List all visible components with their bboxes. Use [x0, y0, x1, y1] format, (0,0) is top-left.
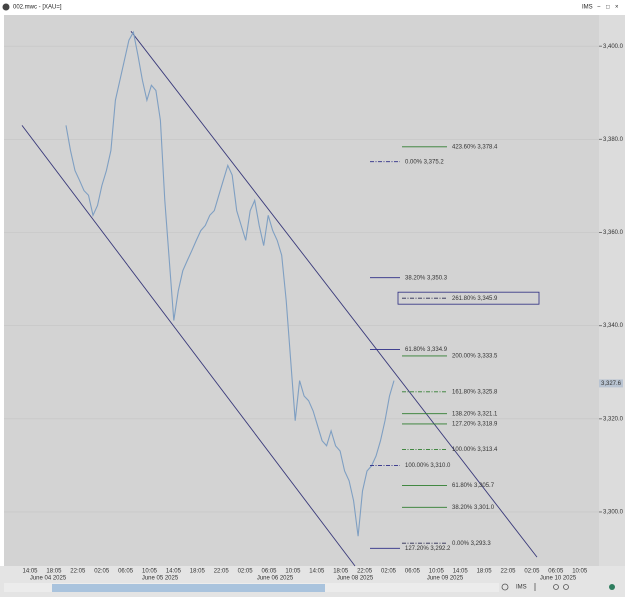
- app-icon: [2, 3, 10, 11]
- x-date-label: June 09 2025: [427, 576, 464, 582]
- x-tick-label: 10:05: [429, 569, 445, 575]
- x-tick-label: 18:05: [477, 569, 493, 575]
- channel-line: [130, 31, 538, 558]
- fib-label: 38.20% 3,350.3: [405, 275, 448, 281]
- x-tick-label: 02:05: [524, 569, 540, 575]
- x-tick-label: 22:05: [214, 569, 230, 575]
- x-tick-label: 18:05: [190, 569, 206, 575]
- fib-label: 61.80% 3,334.9: [405, 347, 448, 353]
- x-date-label: June 05 2025: [142, 576, 179, 582]
- x-tick-label: 22:05: [500, 569, 516, 575]
- fib-box: [397, 291, 540, 305]
- fib-label: 261.80% 3,345.9: [452, 296, 498, 302]
- x-tick-label: 10:05: [572, 569, 588, 575]
- x-tick-label: 14:05: [22, 569, 38, 575]
- fib-label: 127.20% 3,292.2: [405, 546, 451, 552]
- fib-label: 423.60% 3,378.4: [452, 144, 498, 150]
- x-tick-label: 02:05: [238, 569, 254, 575]
- fib-label: 38.20% 3,301.0: [452, 505, 495, 511]
- fib-label: 138.20% 3,321.1: [452, 411, 498, 417]
- x-tick-label: 18:05: [46, 569, 62, 575]
- price-line: [65, 30, 395, 537]
- title-bar: [0, 0, 625, 14]
- x-tick-label: 10:05: [285, 569, 301, 575]
- minimize[interactable]: −: [597, 5, 601, 11]
- current-price-box: [599, 379, 623, 388]
- close[interactable]: ×: [615, 5, 619, 11]
- plot-area: [4, 15, 599, 566]
- color-icon[interactable]: [609, 584, 615, 590]
- fib-label: 0.00% 3,293.3: [452, 541, 491, 547]
- x-tick-label: 22:05: [70, 569, 86, 575]
- x-tick-label: 14:05: [166, 569, 182, 575]
- fib-label: 161.80% 3,325.8: [452, 389, 498, 395]
- x-date-label: June 08 2025: [337, 576, 374, 582]
- y-tick-label: 3,340.0: [603, 323, 624, 329]
- y-tick-label: 3,400.0: [603, 44, 624, 50]
- x-tick-label: 14:05: [453, 569, 469, 575]
- y-axis-area: [599, 15, 625, 566]
- x-date-label: June 06 2025: [257, 576, 294, 582]
- fib-label: 200.00% 3,333.5: [452, 354, 498, 360]
- zoom-out-icon[interactable]: [553, 584, 559, 590]
- fib-label: 61.80% 3,305.7: [452, 483, 495, 489]
- zoom-in-icon[interactable]: [563, 584, 569, 590]
- x-date-label: June 04 2025: [30, 576, 67, 582]
- window-title: 002.mwc - [XAU=]: [13, 5, 62, 11]
- x-tick-label: 22:05: [357, 569, 373, 575]
- x-tick-label: 10:05: [142, 569, 158, 575]
- y-tick-label: 3,320.0: [603, 416, 624, 422]
- x-tick-label: 06:05: [405, 569, 421, 575]
- y-tick-label: 3,300.0: [603, 510, 624, 516]
- x-tick-label: 02:05: [381, 569, 397, 575]
- channel-line: [21, 125, 356, 567]
- current-price-label: 3,327.6: [601, 381, 622, 387]
- refresh-icon[interactable]: [501, 583, 509, 591]
- y-tick-label: 3,380.0: [603, 137, 624, 143]
- x-tick-label: 06:05: [261, 569, 277, 575]
- fib-label: 100.00% 3,313.4: [452, 447, 498, 453]
- x-tick-label: 18:05: [333, 569, 349, 575]
- x-tick-label: 06:05: [118, 569, 134, 575]
- x-tick-label: 06:05: [548, 569, 564, 575]
- maximize[interactable]: □: [606, 5, 610, 11]
- toolbar-label[interactable]: IMS: [516, 585, 527, 591]
- x-date-label: June 10 2025: [540, 576, 577, 582]
- fib-label: 127.20% 3,318.9: [452, 422, 498, 428]
- x-tick-label: 14:05: [309, 569, 325, 575]
- account[interactable]: IMS: [582, 5, 593, 11]
- fib-label: 0.00% 3,375.2: [405, 159, 444, 165]
- y-tick-label: 3,360.0: [603, 230, 624, 236]
- x-tick-label: 02:05: [94, 569, 110, 575]
- navigator-window[interactable]: [52, 584, 325, 592]
- fib-label: 100.00% 3,310.0: [405, 463, 451, 469]
